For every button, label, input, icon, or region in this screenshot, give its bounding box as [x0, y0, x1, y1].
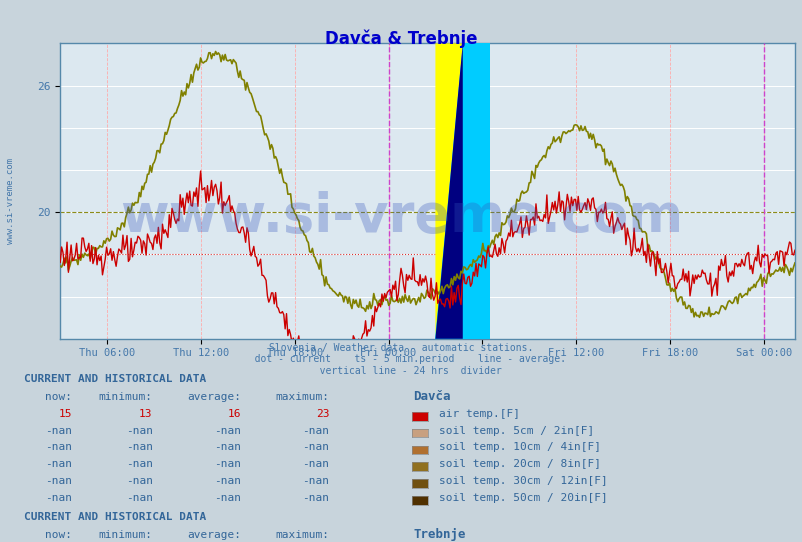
Text: www.si-vreme.com: www.si-vreme.com: [119, 191, 683, 243]
Text: average:: average:: [187, 392, 241, 402]
Text: soil temp. 20cm / 8in[F]: soil temp. 20cm / 8in[F]: [439, 459, 601, 469]
Text: -nan: -nan: [213, 493, 241, 503]
Text: -nan: -nan: [125, 442, 152, 453]
Text: 13: 13: [139, 409, 152, 419]
Text: now:: now:: [45, 530, 72, 540]
Text: -nan: -nan: [125, 459, 152, 469]
Text: -nan: -nan: [213, 425, 241, 436]
Text: maximum:: maximum:: [275, 392, 329, 402]
Text: dot - current    ts - 5 min.period    line - average.: dot - current ts - 5 min.period line - a…: [237, 354, 565, 364]
Text: air temp.[F]: air temp.[F]: [439, 409, 520, 419]
Text: vertical line - 24 hrs  divider: vertical line - 24 hrs divider: [302, 366, 500, 376]
Text: soil temp. 50cm / 20in[F]: soil temp. 50cm / 20in[F]: [439, 493, 607, 503]
Text: -nan: -nan: [45, 425, 72, 436]
Text: soil temp. 10cm / 4in[F]: soil temp. 10cm / 4in[F]: [439, 442, 601, 453]
Text: CURRENT AND HISTORICAL DATA: CURRENT AND HISTORICAL DATA: [24, 374, 206, 384]
Text: soil temp. 30cm / 12in[F]: soil temp. 30cm / 12in[F]: [439, 476, 607, 486]
Text: -nan: -nan: [302, 459, 329, 469]
Text: -nan: -nan: [302, 476, 329, 486]
Text: average:: average:: [187, 530, 241, 540]
Text: Trebnje: Trebnje: [413, 528, 465, 541]
Text: -nan: -nan: [213, 442, 241, 453]
Text: now:: now:: [45, 392, 72, 402]
Polygon shape: [435, 43, 489, 339]
Text: Davča: Davča: [413, 390, 451, 403]
Text: -nan: -nan: [125, 493, 152, 503]
Polygon shape: [435, 43, 462, 339]
Text: minimum:: minimum:: [99, 392, 152, 402]
Text: www.si-vreme.com: www.si-vreme.com: [6, 158, 15, 243]
Text: 23: 23: [315, 409, 329, 419]
Polygon shape: [435, 43, 462, 339]
Text: 16: 16: [227, 409, 241, 419]
Text: -nan: -nan: [125, 425, 152, 436]
Text: -nan: -nan: [302, 493, 329, 503]
Text: Slovenia / Weather data - automatic stations.: Slovenia / Weather data - automatic stat…: [269, 343, 533, 352]
Text: -nan: -nan: [302, 425, 329, 436]
Text: -nan: -nan: [45, 442, 72, 453]
Text: -nan: -nan: [125, 476, 152, 486]
Text: -nan: -nan: [213, 459, 241, 469]
Text: -nan: -nan: [45, 476, 72, 486]
Text: CURRENT AND HISTORICAL DATA: CURRENT AND HISTORICAL DATA: [24, 512, 206, 522]
Text: -nan: -nan: [302, 442, 329, 453]
Text: 15: 15: [59, 409, 72, 419]
Text: soil temp. 5cm / 2in[F]: soil temp. 5cm / 2in[F]: [439, 425, 593, 436]
Text: maximum:: maximum:: [275, 530, 329, 540]
Text: -nan: -nan: [45, 459, 72, 469]
Text: Davča & Trebnje: Davča & Trebnje: [325, 30, 477, 48]
Text: -nan: -nan: [45, 493, 72, 503]
Text: minimum:: minimum:: [99, 530, 152, 540]
Text: -nan: -nan: [213, 476, 241, 486]
